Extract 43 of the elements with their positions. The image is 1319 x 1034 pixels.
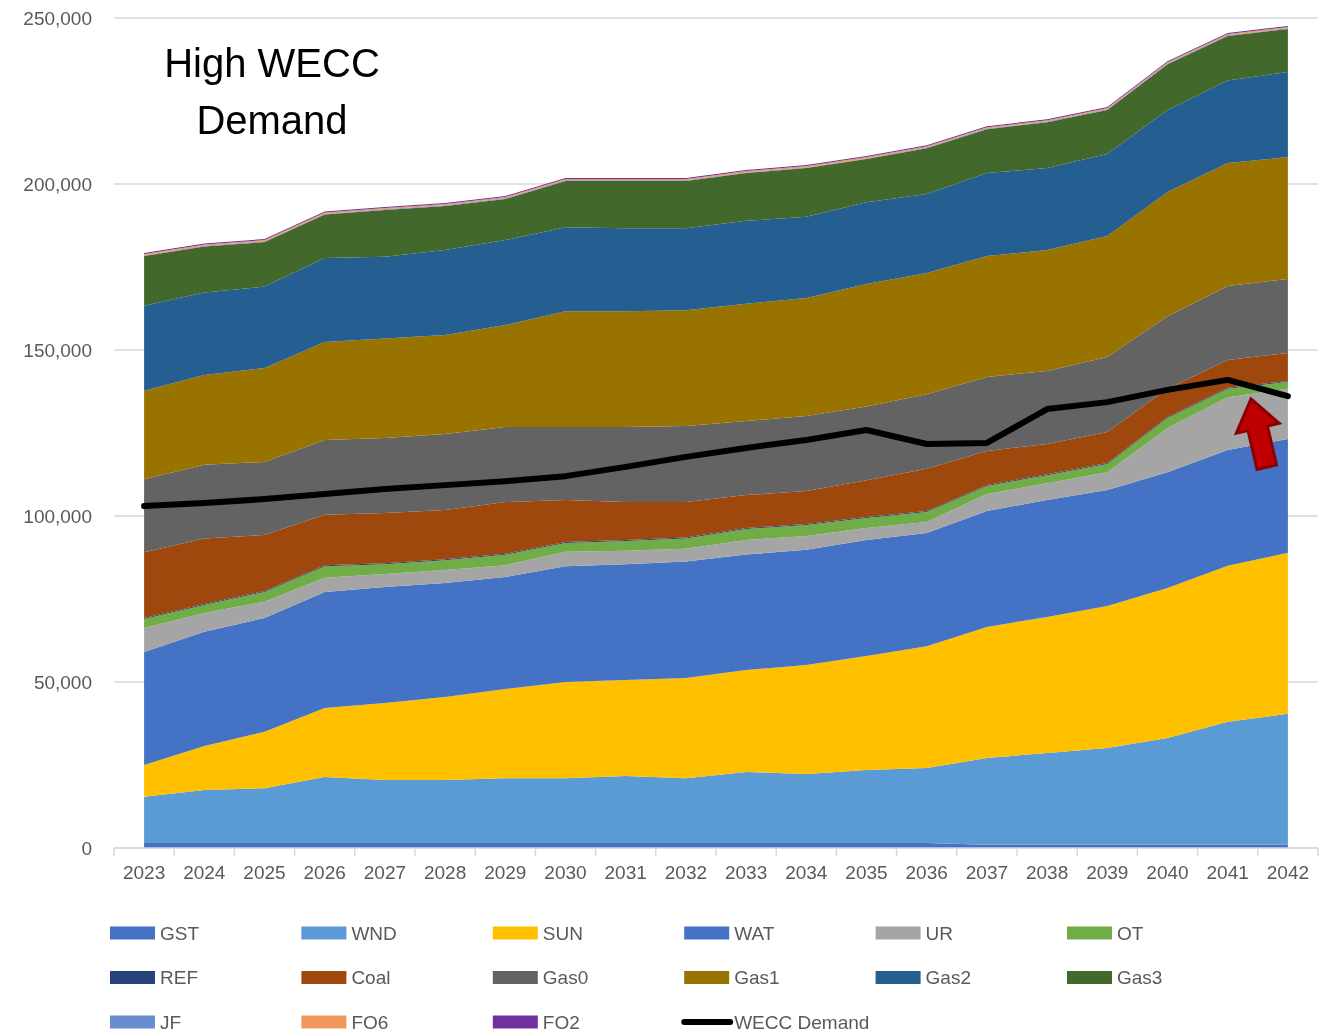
legend-label: WAT — [734, 922, 775, 944]
x-tick-label: 2029 — [484, 862, 527, 883]
x-tick-label: 2036 — [905, 862, 948, 883]
y-tick-label: 250,000 — [23, 7, 92, 29]
y-tick-label: 150,000 — [23, 339, 92, 361]
legend-label: JF — [160, 1011, 182, 1033]
x-tick-label: 2040 — [1146, 862, 1189, 883]
text: High WECC Demand — [164, 41, 380, 142]
x-tick-label: 2035 — [845, 862, 888, 883]
x-tick-label: 2039 — [1086, 862, 1129, 883]
legend-label: Gas0 — [542, 967, 589, 989]
x-tick-label: 2023 — [122, 862, 166, 883]
x-tick-label: 2028 — [423, 862, 467, 883]
legend-label: SUN — [542, 922, 583, 944]
legend-label: Gas1 — [734, 967, 780, 989]
legend-label: OT — [1117, 922, 1144, 944]
x-tick-label: 2034 — [785, 862, 828, 883]
x-tick-label: 2024 — [183, 862, 226, 883]
x-tick-label: 2026 — [303, 862, 346, 883]
x-tick-label: 2037 — [965, 862, 1009, 883]
x-tick-label: 2041 — [1206, 862, 1249, 883]
legend-label: Coal — [351, 967, 391, 989]
x-tick-label: 2027 — [363, 862, 407, 883]
legend-label: REF — [160, 967, 198, 989]
x-tick-label: 2038 — [1025, 862, 1069, 883]
x-tick-label: 2025 — [243, 862, 286, 883]
legend-label: UR — [925, 922, 954, 944]
legend-label: Gas3 — [1117, 967, 1163, 989]
y-tick-label: 50,000 — [33, 671, 92, 693]
legend-label: FO2 — [542, 1011, 580, 1033]
x-tick-label: 2042 — [1266, 862, 1310, 883]
x-tick-label: 2033 — [724, 862, 768, 883]
legend-label: Gas2 — [925, 967, 972, 989]
legend-label: WECC Demand — [734, 1011, 870, 1033]
legend-label: GST — [160, 922, 200, 944]
x-tick-label: 2030 — [544, 862, 587, 883]
x-tick-label: 2031 — [604, 862, 647, 883]
legend-label: WND — [351, 922, 397, 944]
legend-label: FO6 — [351, 1011, 389, 1033]
y-tick-label: 0 — [81, 837, 92, 859]
y-tick-label: 200,000 — [23, 173, 92, 195]
x-tick-label: 2032 — [664, 862, 708, 883]
y-tick-label: 100,000 — [23, 505, 92, 527]
